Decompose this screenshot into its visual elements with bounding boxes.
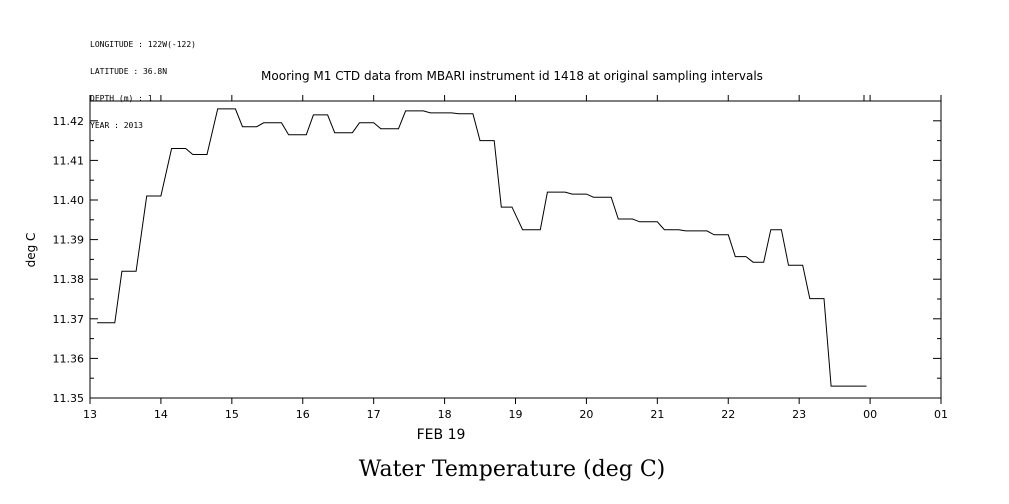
temperature-series-line xyxy=(97,108,867,387)
y-tick-label: 11.39 xyxy=(53,234,85,247)
bottom-title: Water Temperature (deg C) xyxy=(359,457,666,482)
y-tick-label: 11.41 xyxy=(53,154,85,167)
meta-latitude: LATITUDE : 36.8N xyxy=(90,67,168,76)
x-tick-label: 18 xyxy=(438,408,452,421)
y-tick-label: 11.36 xyxy=(53,352,85,365)
x-tick-label: 13 xyxy=(83,408,97,421)
y-axis: 11.35 11.36 11.37 11.38 11.39 11.40 11.41 11.42 xyxy=(53,115,941,405)
y-tick-label: 11.42 xyxy=(53,115,85,128)
x-tick-label: 21 xyxy=(650,408,664,421)
y-tick-label: 11.40 xyxy=(53,194,85,207)
x-tick-label: 23 xyxy=(792,408,806,421)
x-axis-label: FEB 19 xyxy=(417,427,466,443)
meta-longitude: LONGITUDE : 122W(-122) xyxy=(90,40,196,49)
x-tick-label: 01 xyxy=(934,408,948,421)
x-tick-label: 15 xyxy=(225,408,239,421)
x-tick-label: 22 xyxy=(721,408,735,421)
x-tick-label: 16 xyxy=(296,408,310,421)
y-tick-label: 11.35 xyxy=(53,392,85,405)
y-axis-label: deg C xyxy=(24,233,38,268)
y-tick-label: 11.37 xyxy=(53,313,85,326)
metadata-block: LONGITUDE : 122W(-122) LATITUDE : 36.8N … xyxy=(90,22,196,139)
plot-frame xyxy=(89,100,942,399)
x-tick-label: 14 xyxy=(154,408,168,421)
x-tick-label: 19 xyxy=(509,408,523,421)
x-tick-label: 17 xyxy=(367,408,381,421)
chart-title: Mooring M1 CTD data from MBARI instrumen… xyxy=(261,69,763,83)
x-tick-label: 00 xyxy=(863,408,877,421)
y-tick-label: 11.38 xyxy=(53,273,85,286)
meta-year: YEAR : 2013 xyxy=(90,121,143,130)
x-tick-label: 20 xyxy=(579,408,593,421)
x-axis: 13 14 15 16 17 18 19 20 21 22 23 00 01 xyxy=(83,95,948,421)
meta-depth: DEPTH (m) : 1 xyxy=(90,94,153,103)
series-layer xyxy=(97,108,867,387)
